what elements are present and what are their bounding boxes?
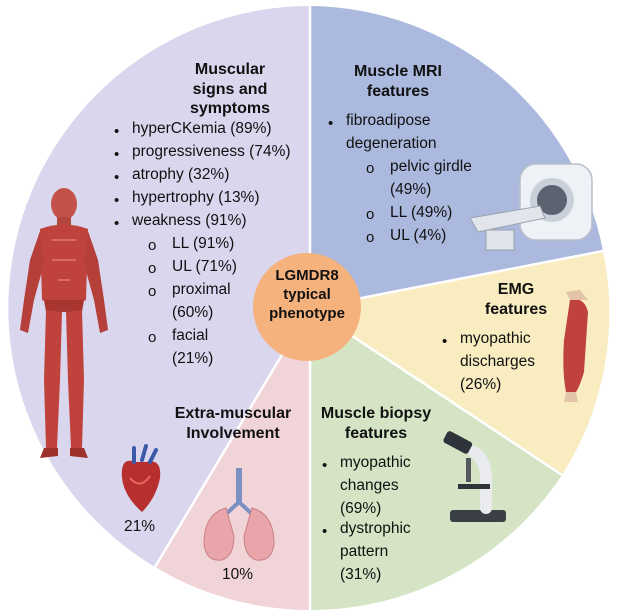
muscular-subitem: (60%) [172,304,214,321]
sub-bullet-circle: o [148,260,157,277]
lungs-icon [203,468,275,561]
center-label: LGMDR8 typical phenotype [252,267,362,323]
mri-title: Muscle MRI features [338,62,458,101]
muscle-anatomy-icon [20,188,108,458]
muscular-item: atrophy (32%) [132,166,230,183]
bullet-dot: • [114,123,120,140]
mri-subitem: pelvic girdle [390,158,472,175]
emg-title-line1: EMG [497,281,535,298]
emg-title: EMG features [476,280,556,319]
biopsy-item: (31%) [340,566,382,583]
biopsy-title-line1: Muscle biopsy [320,405,432,422]
muscular-item: weakness (91%) [132,212,247,229]
heart-percentage: 21% [124,518,156,535]
extra-title-line1: Extra-muscular [174,405,292,422]
biopsy-title: Muscle biopsy features [318,404,434,443]
muscular-title-line1: Muscular [194,61,266,78]
heart-icon [121,444,161,512]
muscular-subitem: UL (71%) [172,258,237,275]
bullet-dot: • [442,333,448,350]
biopsy-item: (69%) [340,500,382,517]
bullet-dot: • [322,523,328,540]
sector-biopsy [310,308,562,611]
biopsy-item: pattern [340,543,389,560]
mri-item: degeneration [346,135,437,152]
biopsy-title-line2: features [344,424,408,442]
mri-subitem: UL (4%) [390,227,447,244]
sub-bullet-circle: o [366,206,375,223]
muscular-item: hypertrophy (13%) [132,189,260,206]
center-label-line1: LGMDR8 [275,267,339,284]
emg-item: myopathic [460,330,531,347]
extra-title-line2: Involvement [186,424,280,442]
sub-bullet-circle: o [148,283,157,300]
muscular-subitem: proximal [172,281,231,298]
lungs-percentage: 10% [222,566,254,583]
bullet-dot: • [322,457,328,474]
muscular-subitem: (21%) [172,350,214,367]
muscular-item: hyperCKemia (89%) [132,120,272,137]
biopsy-item: changes [340,477,399,494]
emg-title-line2: features [484,300,548,318]
mri-title-line1: Muscle MRI [353,63,442,80]
muscular-subitem: LL (91%) [172,235,235,252]
bullet-dot: • [114,146,120,163]
center-label-line2: typical [283,285,331,303]
muscular-title: Muscular signs and symptoms [160,60,300,119]
sub-bullet-circle: o [366,160,375,177]
mri-title-line2: features [366,82,430,100]
extra-title: Extra-muscular Involvement [160,404,306,443]
biopsy-item: myopathic [340,454,411,471]
sub-bullet-circle: o [148,329,157,346]
muscular-subitem: facial [172,327,209,344]
emg-item: discharges [460,353,535,370]
bullet-dot: • [114,192,120,209]
emg-item: (26%) [460,376,502,393]
mri-subitem: LL (49%) [390,204,453,221]
microscope-icon [443,431,506,522]
mri-subitem: (49%) [390,181,432,198]
muscular-title-line2: signs and symptoms [189,80,271,118]
bullet-dot: • [328,115,334,132]
mri-item: fibroadipose [346,112,431,129]
muscular-item: progressiveness (74%) [132,143,291,160]
leg-muscle-icon [563,290,588,402]
bullet-dot: • [114,169,120,186]
sub-bullet-circle: o [366,229,375,246]
sub-bullet-circle: o [148,237,157,254]
sector-muscular [8,6,311,567]
biopsy-item: dystrophic [340,520,411,537]
sector-emg [310,251,610,475]
mri-scanner-icon [469,163,593,251]
bullet-dot: • [114,215,120,232]
center-circle [253,253,361,361]
center-label-line3: phenotype [269,304,345,322]
